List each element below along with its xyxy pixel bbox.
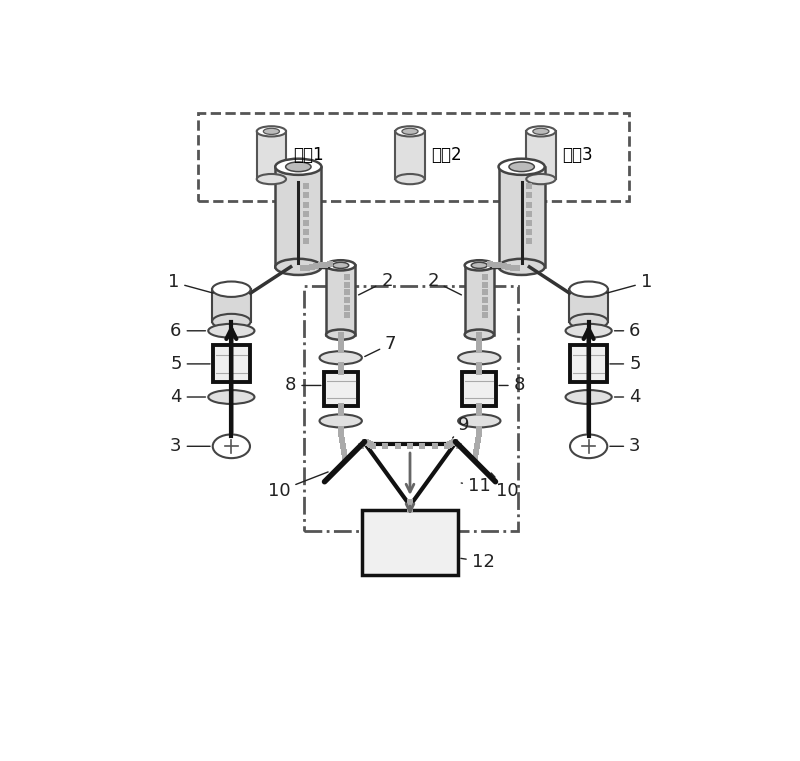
Ellipse shape	[498, 259, 545, 275]
Ellipse shape	[395, 174, 425, 184]
Ellipse shape	[275, 159, 322, 175]
Bar	[462, 372, 496, 406]
Ellipse shape	[257, 126, 286, 136]
Ellipse shape	[212, 282, 250, 297]
Text: 8: 8	[499, 377, 525, 394]
Text: 试剹3: 试剹3	[562, 146, 593, 164]
Polygon shape	[366, 444, 454, 505]
Ellipse shape	[471, 263, 487, 269]
Ellipse shape	[566, 390, 612, 404]
Text: 11: 11	[462, 477, 490, 495]
Bar	[304, 286, 518, 531]
Ellipse shape	[570, 282, 608, 297]
Bar	[212, 289, 250, 322]
Text: 6: 6	[170, 322, 206, 340]
Ellipse shape	[526, 126, 555, 136]
Ellipse shape	[319, 414, 362, 428]
Ellipse shape	[566, 324, 612, 338]
Ellipse shape	[570, 314, 608, 330]
Ellipse shape	[526, 174, 555, 184]
Ellipse shape	[286, 162, 311, 172]
Text: 4: 4	[170, 388, 206, 406]
Ellipse shape	[465, 260, 494, 270]
Bar	[257, 132, 286, 179]
Ellipse shape	[533, 129, 549, 135]
Ellipse shape	[395, 126, 425, 136]
Text: 2: 2	[427, 272, 462, 295]
Bar	[362, 510, 458, 575]
Text: 5: 5	[170, 355, 210, 373]
Ellipse shape	[213, 435, 250, 458]
Ellipse shape	[402, 129, 418, 135]
Text: 2: 2	[358, 272, 393, 295]
Ellipse shape	[333, 263, 349, 269]
Bar	[570, 345, 607, 382]
Bar	[395, 132, 425, 179]
Text: 1: 1	[606, 273, 652, 293]
Text: 10: 10	[491, 473, 519, 500]
Ellipse shape	[208, 324, 254, 338]
Text: 9: 9	[453, 416, 470, 438]
Ellipse shape	[458, 351, 501, 365]
Ellipse shape	[465, 330, 494, 339]
Text: 8: 8	[285, 377, 321, 394]
Text: 3: 3	[610, 438, 641, 455]
Text: 5: 5	[610, 355, 641, 373]
Bar	[213, 345, 250, 382]
Bar	[198, 113, 630, 202]
Bar	[275, 167, 322, 267]
Ellipse shape	[319, 351, 362, 365]
Bar	[570, 289, 608, 322]
Text: 6: 6	[614, 322, 641, 340]
Text: 4: 4	[614, 388, 641, 406]
Text: 试剹1: 试剹1	[293, 146, 323, 164]
Ellipse shape	[263, 129, 279, 135]
Ellipse shape	[458, 414, 501, 428]
Ellipse shape	[326, 260, 355, 270]
Bar	[498, 167, 545, 267]
Ellipse shape	[212, 314, 250, 330]
Text: 3: 3	[170, 438, 210, 455]
Ellipse shape	[509, 162, 534, 172]
Ellipse shape	[275, 259, 322, 275]
Bar	[526, 132, 555, 179]
Bar	[326, 266, 355, 335]
Bar	[465, 266, 494, 335]
Bar	[324, 372, 358, 406]
Ellipse shape	[498, 159, 545, 175]
Text: 7: 7	[365, 335, 397, 356]
Ellipse shape	[570, 435, 607, 458]
Ellipse shape	[326, 330, 355, 339]
Ellipse shape	[208, 390, 254, 404]
Text: 12: 12	[461, 552, 494, 571]
Text: 试剹2: 试剹2	[431, 146, 462, 164]
Text: 1: 1	[168, 273, 214, 293]
Ellipse shape	[257, 174, 286, 184]
Text: 10: 10	[268, 472, 328, 500]
